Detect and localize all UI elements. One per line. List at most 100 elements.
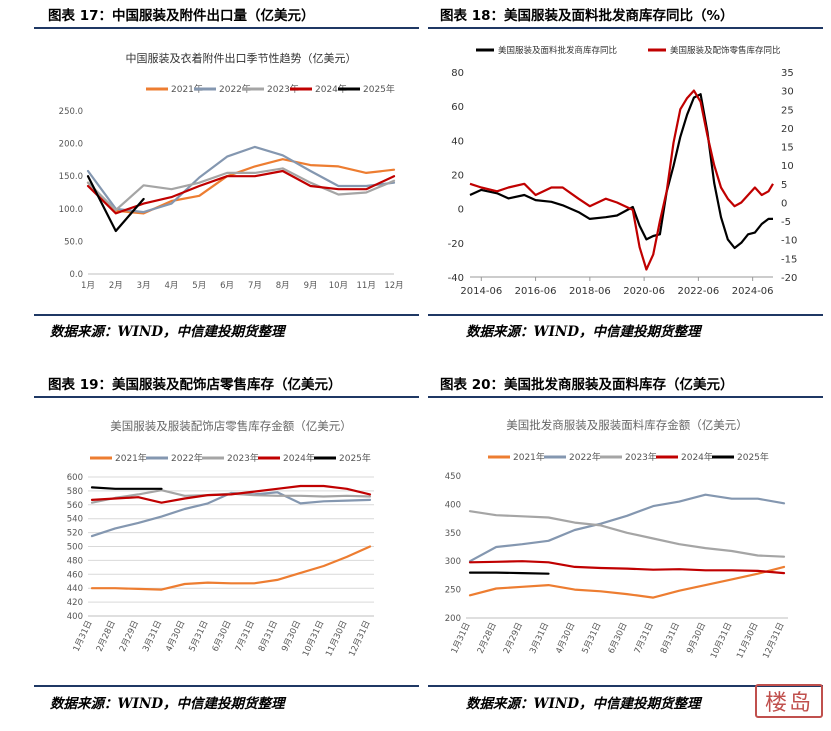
x-tick-label: 3月 (137, 281, 151, 291)
x-tick-label: 2月28日 (476, 621, 499, 655)
x-tick-label: 2月 (109, 281, 123, 291)
legend-label: 2025年 (339, 452, 371, 464)
x-tick-label: 12月 (384, 281, 403, 291)
right-y-tick-label: -10 (781, 236, 797, 247)
figure-19-header: 图表 19：美国服装及配饰店零售库存（亿美元） (48, 377, 342, 393)
chart-us-retail-inventory: 美国服装及服装配饰店零售库存金额（亿美元） 400 420 440 460 480 500 5… (67, 419, 374, 658)
figure-17-header: 图表 17：中国服装及附件出口量（亿美元） (48, 8, 315, 24)
chart-us-wholesale-inventory-yoy: -40 -20 0 20 40 60 80 -20 -15 -10 -5 0 5 10 15 20 25 30 35… (448, 45, 798, 297)
x-tick-label: 2020-06 (623, 286, 665, 297)
x-tick-label: 9月30日 (280, 619, 303, 653)
y-tick-label: 100.0 (59, 205, 83, 215)
x-tick-label: 2月29日 (118, 619, 141, 653)
footer-rule (34, 685, 419, 687)
x-tick-label: 2月29日 (502, 621, 525, 655)
x-tick-label: 1月 (81, 281, 95, 291)
x-tick-label: 4月30日 (554, 621, 577, 655)
x-tick-label: 5月 (192, 281, 206, 291)
y-tick-label: 0.0 (69, 270, 83, 280)
legend-label: 2022年 (219, 83, 251, 95)
footer-rule (428, 314, 823, 316)
left-y-tick-label: 20 (451, 171, 464, 182)
series-line (469, 89, 774, 271)
source-note: 数据来源：WIND，中信建投期货整理 (50, 324, 285, 340)
x-tick-label: 3月31日 (528, 621, 551, 655)
series-line (86, 169, 396, 215)
x-tick-label: 7月31日 (234, 619, 257, 653)
y-tick-label: 460 (67, 570, 83, 580)
y-tick-label: 480 (67, 556, 83, 566)
legend-label: 美国服装及配饰零售库存同比 (670, 45, 781, 56)
x-tick-label: 2014-06 (460, 286, 502, 297)
x-tick-label: 6月30日 (607, 621, 630, 655)
right-y-tick-label: 20 (781, 124, 794, 135)
right-y-tick-label: 35 (781, 68, 794, 79)
x-tick-label: 12月31日 (761, 621, 786, 660)
header-rule (34, 396, 419, 398)
series-line (86, 145, 396, 214)
x-tick-label: 9月 (304, 281, 318, 291)
legend-label: 2023年 (625, 451, 657, 463)
right-y-tick-label: -20 (781, 273, 797, 284)
x-tick-label: 7月31日 (633, 621, 656, 655)
source-note: 数据来源：WIND，中信建投期货整理 (50, 696, 285, 712)
y-tick-label: 450 (445, 472, 461, 482)
y-tick-label: 200.0 (59, 140, 83, 150)
left-y-tick-label: -40 (448, 273, 464, 284)
right-y-tick-label: 30 (781, 87, 794, 98)
source-note: 数据来源：WIND，中信建投期货整理 (466, 324, 701, 340)
header-rule (428, 27, 823, 29)
series-line (468, 571, 550, 575)
figure-18-header: 图表 18：美国服装及面料批发商库存同比（%） (440, 8, 734, 24)
x-tick-label: 6月30日 (211, 619, 234, 653)
watermark-logo: 楼岛 (755, 684, 823, 718)
x-tick-label: 11月30日 (735, 621, 760, 660)
right-y-tick-label: -15 (781, 254, 797, 265)
legend-label: 2023年 (227, 452, 259, 464)
series-line (86, 175, 145, 233)
y-tick-label: 560 (67, 501, 83, 511)
x-tick-label: 9月30日 (685, 621, 708, 655)
left-y-tick-label: 40 (451, 136, 464, 147)
chart-title: 美国批发商服装及服装面料库存金额（亿美元） (506, 418, 748, 432)
legend-label: 2022年 (569, 451, 601, 463)
legend-label: 2025年 (737, 451, 769, 463)
legend-label: 2021年 (513, 451, 545, 463)
legend-label: 2021年 (171, 83, 203, 95)
x-tick-label: 10月 (329, 281, 348, 291)
y-tick-label: 520 (67, 529, 83, 539)
series-line (90, 486, 163, 490)
right-y-tick-label: 15 (781, 143, 794, 154)
y-tick-label: 580 (67, 487, 83, 497)
y-tick-label: 400 (445, 500, 461, 510)
footer-rule (428, 685, 823, 687)
x-tick-label: 2024-06 (732, 286, 774, 297)
series-line (468, 560, 786, 575)
source-note: 数据来源：WIND，中信建投期货整理 (466, 696, 701, 712)
right-y-tick-label: 10 (781, 161, 794, 172)
x-tick-label: 11月30日 (324, 619, 349, 658)
x-tick-label: 11月 (357, 281, 376, 291)
chart-china-apparel-exports: 中国服装及衣着附件出口季节性趋势（亿美元） 0.0 50.0 100.0 150.0 20… (59, 51, 404, 291)
y-tick-label: 350 (445, 529, 461, 539)
x-tick-label: 8月31日 (257, 619, 280, 653)
y-tick-label: 440 (67, 584, 83, 594)
left-y-tick-label: -20 (448, 239, 464, 250)
right-y-tick-label: -5 (781, 217, 791, 228)
y-tick-label: 600 (67, 473, 83, 483)
right-y-tick-label: 0 (781, 198, 787, 209)
left-y-tick-label: 0 (458, 205, 464, 216)
x-tick-label: 10月31日 (301, 619, 326, 658)
x-tick-label: 7月 (248, 281, 262, 291)
legend-label: 2023年 (267, 83, 299, 95)
y-tick-label: 420 (67, 598, 83, 608)
header-rule (34, 27, 419, 29)
figure-20-header: 图表 20：美国批发商服装及面料库存（亿美元） (440, 377, 734, 393)
series-line (468, 510, 786, 558)
right-y-tick-label: 5 (781, 180, 787, 191)
y-tick-label: 300 (445, 557, 461, 567)
left-y-tick-label: 80 (451, 68, 464, 79)
legend-label: 2024年 (283, 452, 315, 464)
legend-label: 2025年 (363, 83, 395, 95)
x-tick-label: 2022-06 (677, 286, 719, 297)
